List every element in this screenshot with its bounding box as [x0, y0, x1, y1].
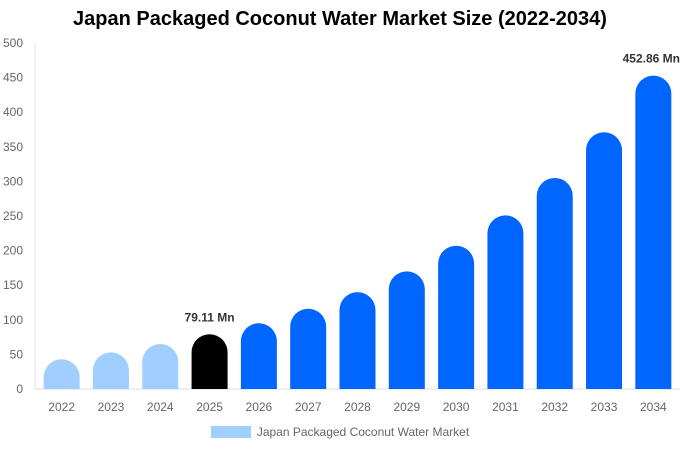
x-tick-label: 2030 [443, 400, 470, 414]
bar-2028 [339, 292, 376, 389]
y-tick-label: 300 [3, 174, 23, 188]
y-tick-label: 350 [3, 140, 23, 154]
bar-2032 [536, 177, 573, 389]
x-tick-label: 2031 [492, 400, 519, 414]
bar-2027 [290, 308, 327, 389]
x-tick-label: 2032 [541, 400, 568, 414]
x-tick-label: 2028 [344, 400, 371, 414]
y-tick-label: 400 [3, 105, 23, 119]
x-tick-label: 2024 [147, 400, 174, 414]
bar-2033 [586, 132, 623, 389]
data-label: 79.11 Mn [185, 310, 235, 324]
x-tick-label: 2023 [98, 400, 125, 414]
y-tick-label: 200 [3, 244, 23, 258]
x-tick-label: 2027 [295, 400, 322, 414]
x-tick-label: 2022 [48, 400, 75, 414]
legend-swatch [210, 426, 251, 438]
x-tick-label: 2029 [393, 400, 420, 414]
legend: Japan Packaged Coconut Water Market [0, 425, 680, 439]
data-label: 452.86 Mn [623, 52, 680, 66]
chart-title: Japan Packaged Coconut Water Market Size… [73, 8, 607, 30]
bar-2023 [92, 352, 129, 389]
y-tick-label: 450 [3, 71, 23, 85]
bar-2022 [43, 359, 80, 389]
bar-2025 [191, 334, 228, 389]
x-tick-label: 2025 [196, 400, 223, 414]
legend-label: Japan Packaged Coconut Water Market [256, 425, 470, 439]
bar-2029 [388, 271, 425, 389]
bar-2034 [635, 75, 672, 389]
y-tick-label: 50 [10, 347, 24, 361]
x-tick-label: 2033 [591, 400, 618, 414]
bar-2031 [487, 215, 524, 389]
x-tick-label: 2034 [640, 400, 667, 414]
bar-2026 [240, 323, 277, 389]
y-tick-label: 150 [3, 278, 23, 292]
y-tick-label: 250 [3, 209, 23, 223]
y-tick-label: 100 [3, 313, 23, 327]
y-tick-label: 0 [16, 382, 23, 396]
bar-2030 [438, 245, 475, 389]
y-tick-label: 500 [3, 36, 23, 50]
bar-2024 [142, 344, 179, 389]
x-tick-label: 2026 [246, 400, 273, 414]
